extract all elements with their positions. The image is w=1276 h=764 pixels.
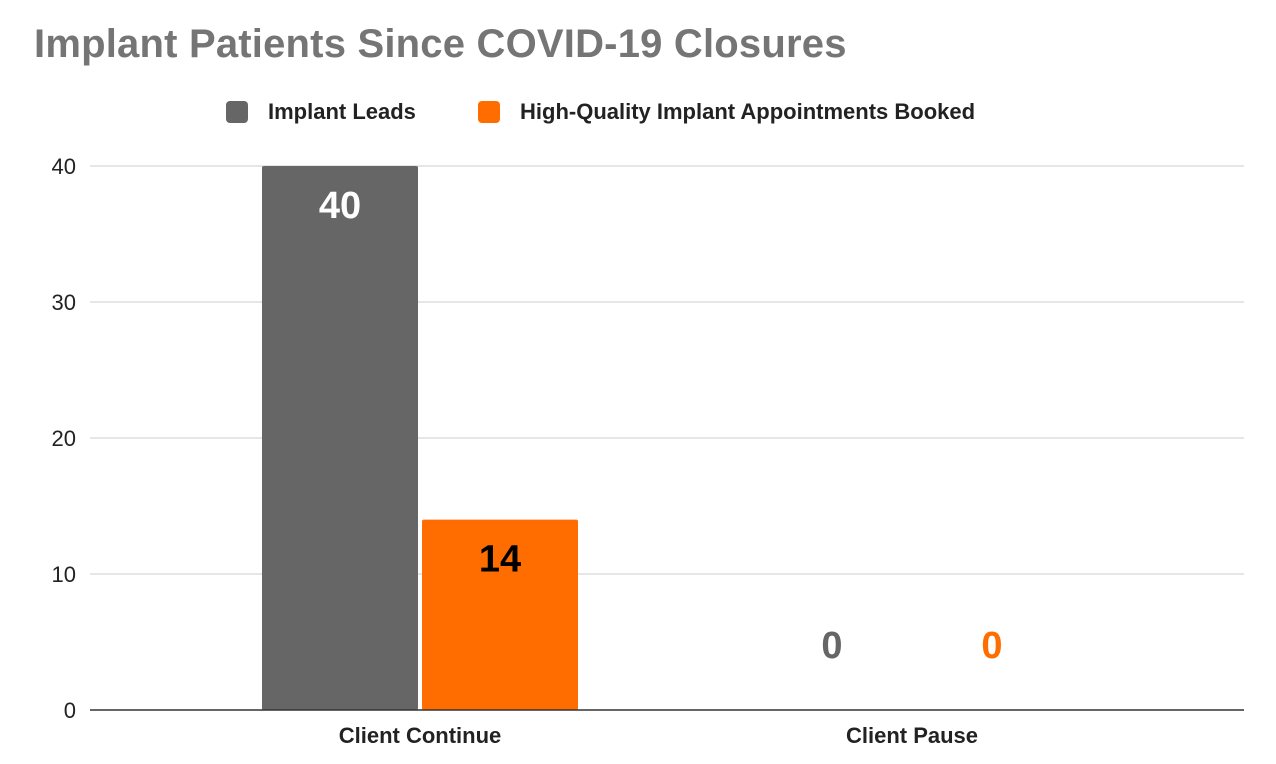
y-axis-ticks: 0 10 20 30 40 — [52, 154, 76, 723]
y-tick-label-10: 10 — [52, 562, 76, 587]
legend-swatch-implant-leads — [226, 101, 248, 123]
legend-item-appointments-booked[interactable]: High-Quality Implant Appointments Booked — [478, 96, 975, 128]
y-tick-label-30: 30 — [52, 290, 76, 315]
bars — [262, 166, 578, 710]
x-axis: Client Continue Client Pause — [90, 709, 1244, 748]
x-category-label-client-pause: Client Pause — [846, 723, 978, 748]
data-label-high-quality-implant-appointments-booked-client-pause: 0 — [981, 625, 1002, 667]
bar-implant-leads-client-continue[interactable] — [262, 166, 418, 710]
legend-swatch-appointments-booked — [478, 101, 500, 123]
chart-title: Implant Patients Since COVID-19 Closures — [34, 22, 847, 66]
y-tick-label-0: 0 — [64, 698, 76, 723]
data-labels: 40 14 0 0 — [319, 185, 1003, 667]
x-category-label-client-continue: Client Continue — [339, 723, 502, 748]
legend: Implant Leads High-Quality Implant Appoi… — [0, 96, 1276, 128]
y-tick-label-20: 20 — [52, 426, 76, 451]
bar-high-quality-implant-appointments-booked-client-continue[interactable] — [422, 519, 578, 710]
data-label-high-quality-implant-appointments-booked-client-continue: 14 — [479, 539, 521, 581]
legend-label-appointments-booked: High-Quality Implant Appointments Booked — [520, 99, 976, 124]
data-label-implant-leads-client-continue: 40 — [319, 185, 361, 227]
data-label-implant-leads-client-pause: 0 — [821, 625, 842, 667]
legend-item-implant-leads[interactable]: Implant Leads — [226, 96, 416, 128]
y-tick-label-40: 40 — [52, 154, 76, 179]
legend-label-implant-leads: Implant Leads — [268, 99, 416, 124]
